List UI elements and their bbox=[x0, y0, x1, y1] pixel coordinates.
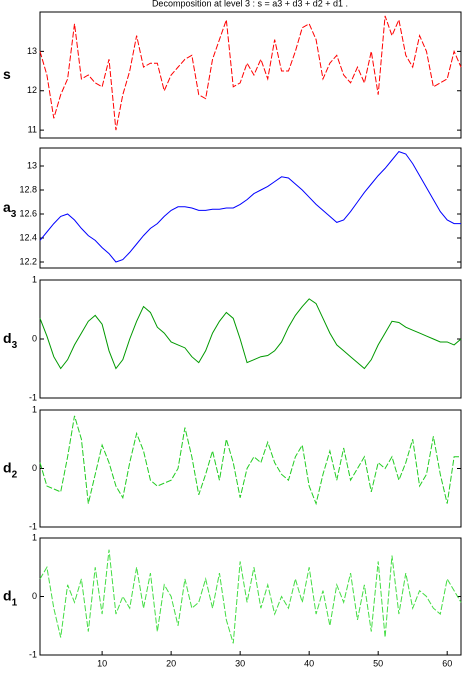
y-axis-label-sub: 1 bbox=[12, 597, 18, 608]
data-line bbox=[39, 415, 461, 506]
y-tick-label: 1 bbox=[32, 274, 37, 284]
y-tick-label: 12.4 bbox=[19, 232, 37, 242]
y-tick-label: 12.6 bbox=[19, 208, 37, 218]
y-tick-label: 1 bbox=[32, 532, 37, 542]
y-axis-label: s bbox=[3, 66, 11, 82]
y-tick-label: 11 bbox=[28, 125, 37, 135]
y-tick-label: 13 bbox=[27, 46, 37, 56]
y-tick-label: 0 bbox=[32, 591, 37, 601]
x-tick-label: 60 bbox=[442, 658, 452, 668]
y-tick-label: 0 bbox=[32, 333, 37, 343]
y-axis-label: d2 bbox=[3, 459, 18, 480]
y-axis-label-sub: 2 bbox=[12, 469, 18, 480]
y-tick-label: -1 bbox=[29, 649, 37, 659]
y-tick-label: 12 bbox=[27, 85, 37, 95]
y-tick-label: 13 bbox=[27, 160, 37, 170]
y-tick-label: 0 bbox=[32, 463, 37, 473]
data-line bbox=[39, 15, 462, 131]
y-axis-label-main: d bbox=[3, 330, 12, 346]
x-tick-label: 30 bbox=[235, 658, 245, 668]
y-axis-label: d3 bbox=[3, 330, 18, 351]
x-tick-label: 20 bbox=[166, 658, 176, 668]
y-axis-label-main: d bbox=[3, 587, 12, 603]
y-axis-label: d1 bbox=[3, 587, 18, 608]
x-tick-label: 40 bbox=[304, 658, 314, 668]
y-axis-label-sub: 3 bbox=[11, 209, 17, 220]
y-axis-label-sub: 3 bbox=[12, 340, 18, 351]
y-axis-label-main: a bbox=[3, 199, 11, 215]
y-axis-label-main: d bbox=[3, 459, 12, 475]
chart-title: Decomposition at level 3 : s = a3 + d3 +… bbox=[152, 0, 348, 8]
y-axis-label-main: s bbox=[3, 66, 11, 82]
x-tick-label: 50 bbox=[373, 658, 383, 668]
data-line bbox=[39, 298, 462, 370]
panel-frame bbox=[39, 147, 462, 269]
y-tick-label: -1 bbox=[29, 521, 37, 531]
y-tick-label: 12.2 bbox=[19, 256, 37, 266]
y-tick-label: -1 bbox=[29, 392, 37, 402]
y-tick-label: 1 bbox=[32, 404, 37, 414]
y-axis-label: a3 bbox=[3, 199, 17, 220]
y-tick-label: 12.8 bbox=[19, 184, 37, 194]
data-line bbox=[39, 151, 461, 263]
panel-frame bbox=[39, 11, 462, 139]
x-tick-label: 10 bbox=[97, 658, 107, 668]
data-line bbox=[39, 549, 462, 644]
